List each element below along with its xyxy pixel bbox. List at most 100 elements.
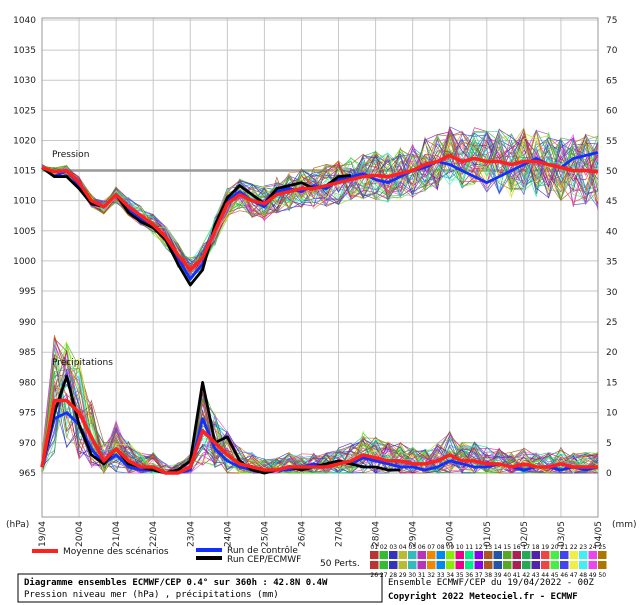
perturbation-label: 44 (541, 572, 549, 579)
perturbation-label: 47 (570, 572, 578, 579)
perturbation-swatch (417, 561, 426, 569)
perturbation-precip-line (41, 341, 599, 474)
x-tick-label: 27/04 (335, 521, 345, 547)
perturbation-swatch (522, 551, 531, 559)
perturbation-label: 37 (475, 572, 483, 579)
perturbation-label: 33 (437, 572, 445, 579)
perturbation-swatch (598, 561, 607, 569)
axes: 19/04 20/04 21/04 22/04 23/04 24/04 25/04 26/04… (13, 16, 618, 547)
y-left-tick-label: 970 (19, 439, 36, 449)
y-right-tick-label: 50 (606, 167, 618, 177)
perturbation-swatch (493, 551, 502, 559)
perturbation-swatch (560, 551, 569, 559)
perturbation-label: 23 (579, 544, 587, 551)
perturbation-label: 01 (370, 544, 378, 551)
y-right-tick-label: 20 (606, 348, 618, 358)
perturbation-swatch (465, 561, 474, 569)
perturbation-swatch (389, 561, 398, 569)
perturbation-swatch (427, 561, 436, 569)
perturbation-swatch (550, 561, 559, 569)
perturbation-label: 49 (589, 572, 597, 579)
y-left-tick-label: 990 (19, 318, 36, 328)
perturbation-label: 43 (532, 572, 540, 579)
x-tick-label: 19/04 (38, 521, 48, 547)
grid (41, 17, 599, 518)
y-right-tick-label: 40 (606, 227, 618, 237)
y-left-tick-label: 980 (19, 378, 36, 388)
y-left-tick-label: 1040 (13, 16, 36, 26)
perturbation-swatch (370, 551, 379, 559)
legend-control-label: Run de contrôle (227, 545, 298, 556)
perturbation-label: 29 (399, 572, 407, 579)
main-series-lines (40, 151, 599, 475)
y-left-tick-label: 1005 (13, 227, 36, 237)
perturbation-label: 09 (446, 544, 454, 551)
perturbation-label: 48 (579, 572, 587, 579)
y-left-tick-label: 985 (19, 348, 36, 358)
perturbation-swatch (436, 551, 445, 559)
perturbation-label: 41 (513, 572, 521, 579)
perturbation-label: 35 (456, 572, 464, 579)
perturbation-swatch (503, 561, 512, 569)
perturbation-label: 26 (370, 572, 378, 579)
perturbation-swatch (379, 551, 388, 559)
y-right-tick-label: 45 (606, 197, 617, 207)
perturbation-label: 28 (389, 572, 397, 579)
perturbation-swatch (474, 561, 483, 569)
y-right-tick-label: 35 (606, 258, 617, 268)
perturbation-swatch (408, 561, 417, 569)
perturbation-swatch (446, 561, 455, 569)
perturbation-label: 25 (598, 544, 606, 551)
perturbation-label: 22 (570, 544, 578, 551)
y-right-tick-label: 65 (606, 76, 617, 86)
x-tick-label: 28/04 (372, 521, 382, 547)
right-unit-label: (mm) (612, 520, 637, 530)
perturbation-swatch (579, 551, 588, 559)
perturbation-label: 32 (427, 572, 435, 579)
perturbation-label: 11 (465, 544, 473, 551)
y-left-tick-label: 1030 (13, 76, 36, 86)
perturbation-swatch (493, 561, 502, 569)
legend: Moyenne des scénarios Run de contrôle Ru… (32, 544, 607, 579)
y-left-tick-label: 1010 (13, 197, 36, 207)
perturbation-label: 07 (427, 544, 435, 551)
perturbation-label: 45 (551, 572, 559, 579)
footer-subtitle: Pression niveau mer (hPa) , précipitatio… (24, 589, 279, 600)
precipitations-label: Précipitations (52, 357, 113, 368)
x-tick-label: 26/04 (297, 521, 307, 547)
x-tick-label: 23/04 (186, 521, 196, 547)
perturbation-swatch (588, 551, 597, 559)
series-mean-precip (40, 398, 598, 475)
perturbation-label: 04 (399, 544, 407, 551)
perturbation-label: 13 (484, 544, 492, 551)
perturbation-label: 12 (475, 544, 483, 551)
footer-box (17, 573, 383, 603)
footer-run-info: Ensemble ECMWF/CEP du 19/04/2022 - 00Z (388, 578, 594, 588)
y-left-tick-label: 975 (19, 409, 36, 419)
x-tick-label: 29/04 (409, 521, 419, 547)
perturbation-label: 10 (456, 544, 464, 551)
x-tick-label: 21/04 (112, 521, 122, 547)
x-tick-label: 01/05 (483, 521, 493, 547)
perturbation-swatch (474, 551, 483, 559)
plot-frame (41, 17, 599, 518)
perturbation-swatch (417, 551, 426, 559)
perturbation-swatch (484, 551, 493, 559)
perturbation-swatch (541, 551, 550, 559)
perturbation-label: 31 (418, 572, 426, 579)
perturbation-label: 02 (380, 544, 388, 551)
perturbation-swatch (446, 551, 455, 559)
y-right-tick-label: 15 (606, 378, 617, 388)
perturbation-precip-line (41, 369, 599, 474)
perturbation-label: 38 (484, 572, 492, 579)
perturbation-label: 16 (513, 544, 521, 551)
perturbation-label: 15 (503, 544, 511, 551)
perturbation-label: 20 (551, 544, 559, 551)
perturbation-color-grid: 01 02 03 04 05 06 07 08 09 10 11 12 13 14 15 16 17 18 19 20… (370, 544, 607, 579)
legend-mean-label: Moyenne des scénarios (63, 546, 169, 557)
series-mean-pressure (41, 153, 599, 272)
perturbation-swatch (436, 561, 445, 569)
y-left-tick-label: 1025 (13, 106, 36, 116)
perturbation-label: 08 (437, 544, 445, 551)
